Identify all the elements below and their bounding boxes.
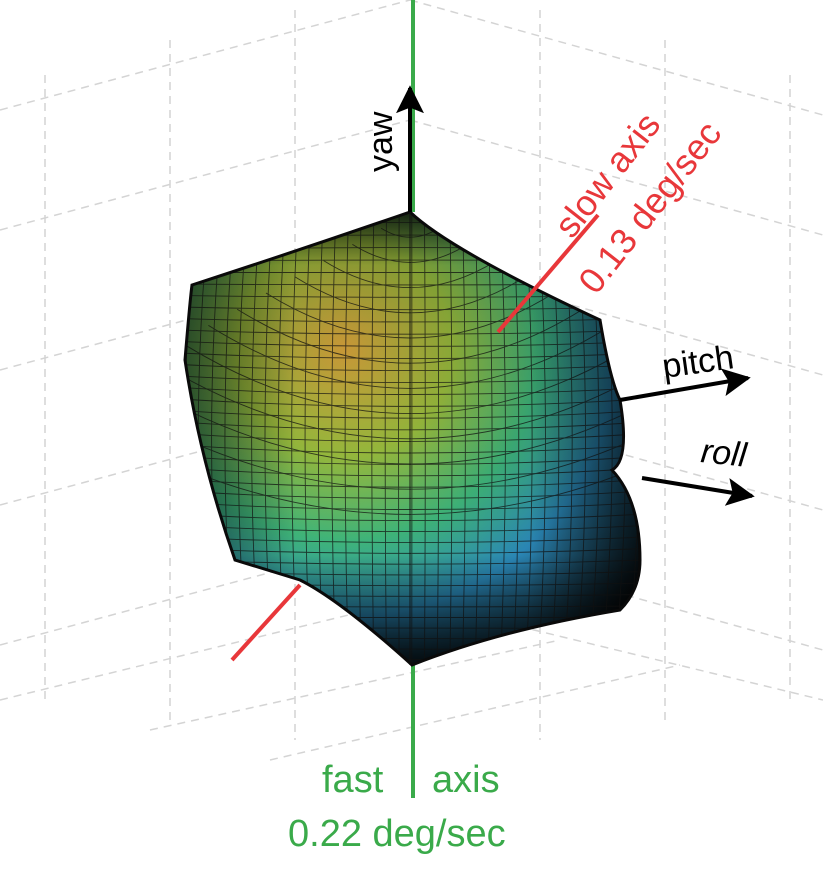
roll-arrow [641, 476, 755, 506]
error-surface [183, 210, 642, 667]
pitch-arrow [619, 368, 751, 402]
yaw-label: yaw [362, 111, 400, 172]
slow-axis-line-lower [230, 583, 302, 662]
pitch-label: pitch [660, 338, 736, 386]
fast-axis-label-word2: axis [432, 759, 500, 801]
fast-axis-label-word1: fast [322, 759, 384, 801]
slow-axis-line-upper [496, 213, 600, 334]
roll-label: roll [699, 432, 750, 475]
fast-axis-rate: 0.22 deg/sec [288, 813, 506, 855]
